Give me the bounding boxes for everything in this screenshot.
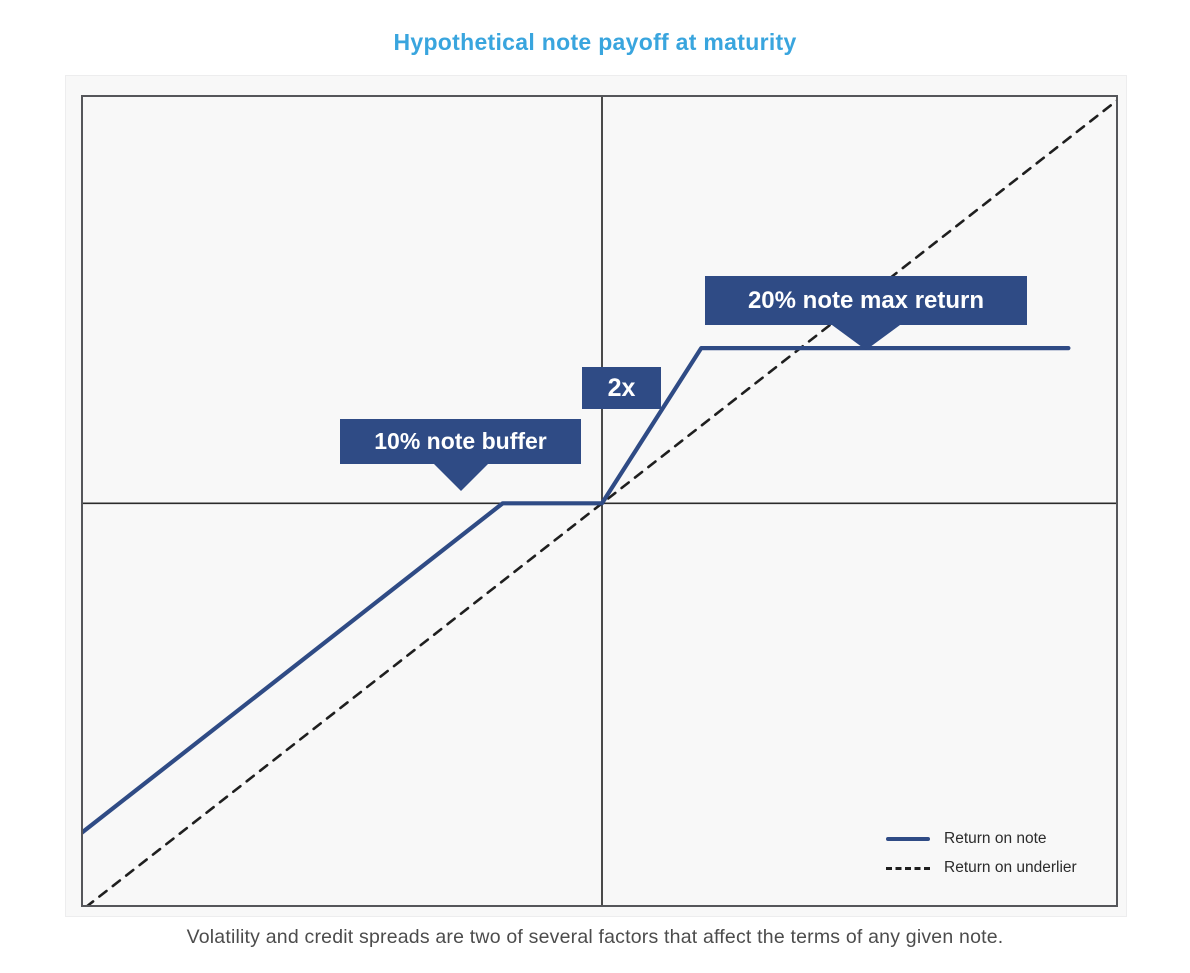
legend-label-note: Return on note <box>944 830 1047 847</box>
plot-svg <box>81 95 1118 907</box>
callout-down-pointer <box>832 325 900 350</box>
dashed-line-swatch <box>886 866 930 870</box>
callout-down-pointer <box>433 464 488 491</box>
return-on-note-line <box>81 346 1071 836</box>
callout-buffer: 10% note buffer <box>340 419 581 491</box>
chart-panel <box>65 75 1127 917</box>
legend: Return on note Return on underlier <box>886 829 1077 887</box>
callout-buffer-label: 10% note buffer <box>374 428 547 454</box>
callout-max-return: 20% note max return <box>705 276 1027 350</box>
legend-label-underlier: Return on underlier <box>944 859 1077 876</box>
callout-leverage: 2x <box>582 367 661 409</box>
solid-line-swatch <box>886 837 930 841</box>
plot-border <box>81 95 1118 907</box>
legend-item-note: Return on note <box>886 829 1077 849</box>
caption: Volatility and credit spreads are two of… <box>186 926 1004 948</box>
callout-leverage-label: 2x <box>607 373 636 402</box>
legend-item-underlier: Return on underlier <box>886 858 1077 878</box>
callout-max-return-label: 20% note max return <box>747 286 985 314</box>
chart-title: Hypothetical note payoff at maturity <box>393 29 797 55</box>
